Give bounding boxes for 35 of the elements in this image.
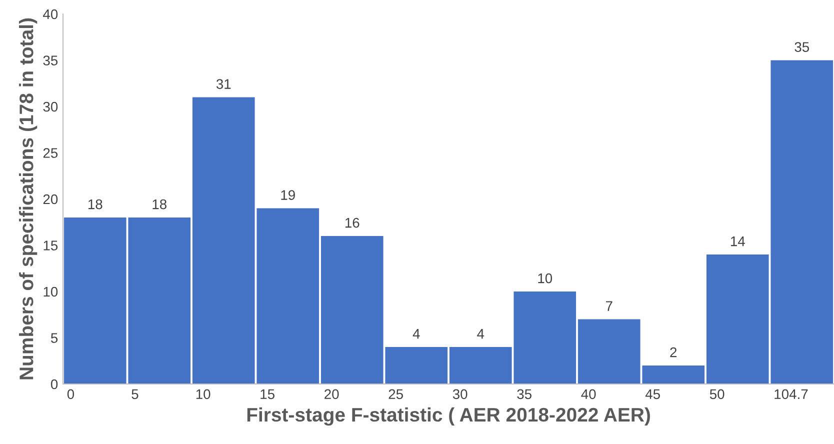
x-tick-label: 30 [452, 389, 468, 400]
x-tick-label: 35 [517, 389, 532, 400]
x-tick-label: 5 [132, 389, 138, 400]
x-tick-label: 40 [581, 389, 596, 400]
data-label: 31 [216, 79, 231, 89]
x-tick-label: 10 [196, 389, 210, 400]
data-label: 18 [88, 199, 102, 210]
y-tick-label: 5 [50, 333, 58, 343]
data-label: 18 [152, 199, 166, 210]
data-label: 14 [730, 236, 745, 246]
x-tick-label: 20 [324, 389, 339, 400]
y-tick-label: 0 [50, 379, 58, 390]
data-label: 2 [670, 347, 677, 358]
data-label: 35 [794, 42, 810, 52]
y-tick-label: 35 [43, 56, 58, 66]
x-axis-title: First-stage F-statistic ( AER 2018-2022 AER) [247, 407, 650, 426]
x-tick-label: 45 [645, 389, 660, 400]
data-label: 19 [281, 190, 295, 200]
y-tick-label: 20 [43, 194, 58, 204]
x-tick-label: 25 [388, 389, 403, 400]
y-tick-label: 30 [43, 102, 58, 112]
x-tick-label: 104.7 [774, 389, 808, 400]
y-tick-label: 15 [44, 240, 58, 250]
data-label: 4 [477, 329, 484, 339]
x-tick-label: 50 [710, 389, 724, 400]
x-tick-label: 15 [260, 389, 274, 400]
data-label: 10 [538, 273, 552, 284]
y-axis-title: Numbers of specifications (178 in total) [19, 18, 38, 380]
y-tick-label: 40 [43, 9, 58, 20]
data-label: 16 [345, 218, 360, 228]
data-label: 7 [606, 301, 612, 311]
y-tick-label: 25 [43, 148, 58, 158]
y-tick-label: 10 [44, 286, 58, 297]
x-tick-label: 0 [67, 389, 74, 400]
data-label: 4 [412, 329, 420, 339]
